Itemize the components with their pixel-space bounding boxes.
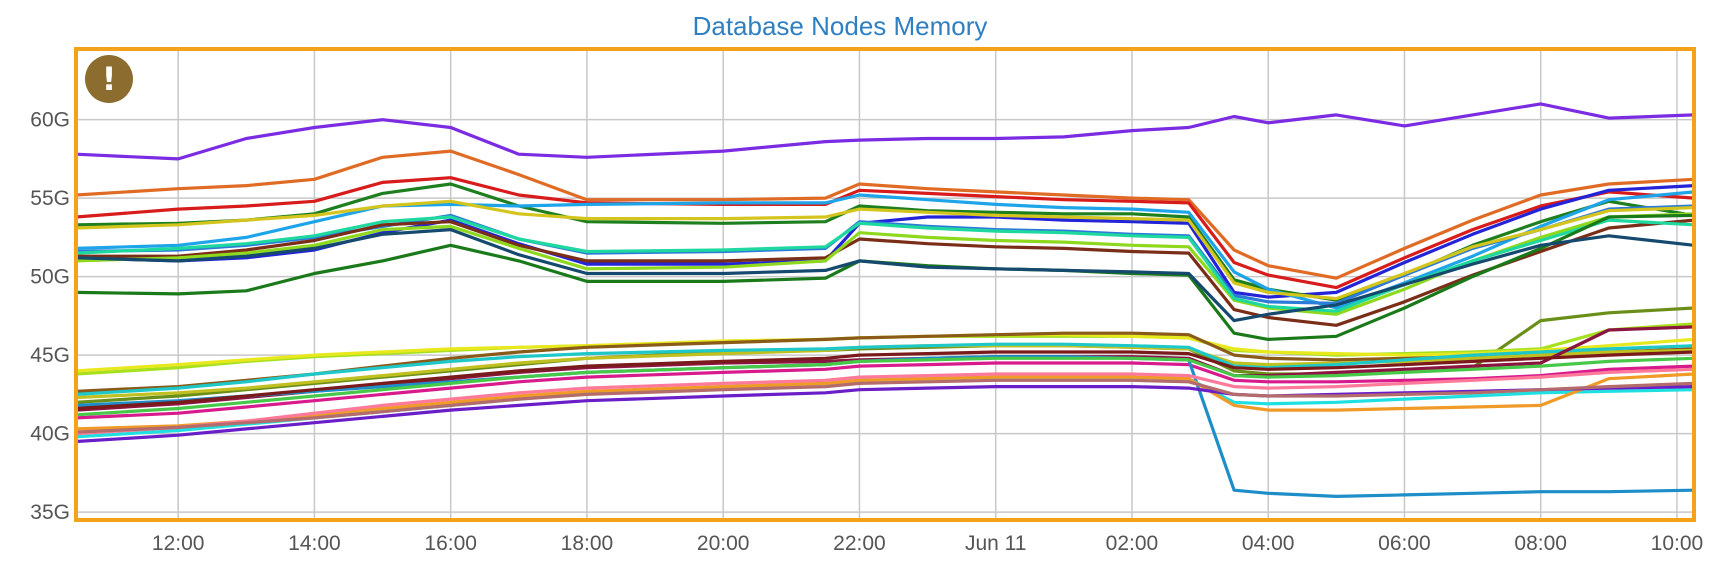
plot-frame xyxy=(74,47,1696,522)
y-tick-label: 45G xyxy=(30,344,70,367)
x-tick-label: 10:00 xyxy=(1651,532,1704,555)
series-line-19[interactable] xyxy=(74,342,1696,396)
exclamation-icon[interactable] xyxy=(85,55,133,103)
x-tick-label: 16:00 xyxy=(424,532,477,555)
x-tick-label: 04:00 xyxy=(1242,532,1295,555)
x-axis-ticks: 12:00 14:00 16:00 18:00 20:00 22:00 Jun 11 02:0… xyxy=(152,532,1703,555)
series-line-2[interactable] xyxy=(74,149,1696,280)
y-tick-label: 60G xyxy=(30,109,70,132)
x-tick-label: 06:00 xyxy=(1378,532,1431,555)
y-tick-label: 50G xyxy=(30,266,70,289)
x-tick-label: 20:00 xyxy=(697,532,750,555)
x-tick-label: 12:00 xyxy=(152,532,205,555)
chart-title: Database Nodes Memory xyxy=(693,11,988,41)
series-line-1[interactable] xyxy=(74,102,1696,161)
y-tick-label: 40G xyxy=(30,423,70,446)
series-line-13[interactable] xyxy=(74,228,1696,323)
y-tick-label: 35G xyxy=(30,501,70,524)
x-tick-label: 02:00 xyxy=(1106,532,1159,555)
series-line-9[interactable] xyxy=(74,218,1696,327)
series-line-26[interactable] xyxy=(74,367,1696,436)
exclamation-glyph: ! xyxy=(102,60,117,98)
series-line-29[interactable] xyxy=(74,350,1696,411)
y-tick-label: 55G xyxy=(30,187,70,210)
x-tick-label: 22:00 xyxy=(833,532,886,555)
series-line-8[interactable] xyxy=(74,199,1696,301)
series-line-10[interactable] xyxy=(74,212,1696,316)
x-tick-label: 14:00 xyxy=(288,532,341,555)
series-line-24[interactable] xyxy=(74,372,1696,431)
series-lines xyxy=(74,102,1696,498)
y-axis-ticks: 35G 40G 45G 50G 55G 60G xyxy=(30,109,70,525)
x-tick-label: 18:00 xyxy=(561,532,614,555)
series-line-27[interactable] xyxy=(74,356,1696,417)
series-line-3[interactable] xyxy=(74,176,1696,290)
alert-badge[interactable]: ! xyxy=(85,55,133,103)
series-line-21[interactable] xyxy=(74,361,1696,420)
x-tick-label: Jun 11 xyxy=(965,532,1027,555)
series-line-28[interactable] xyxy=(74,378,1696,434)
x-tick-label: 08:00 xyxy=(1514,532,1567,555)
